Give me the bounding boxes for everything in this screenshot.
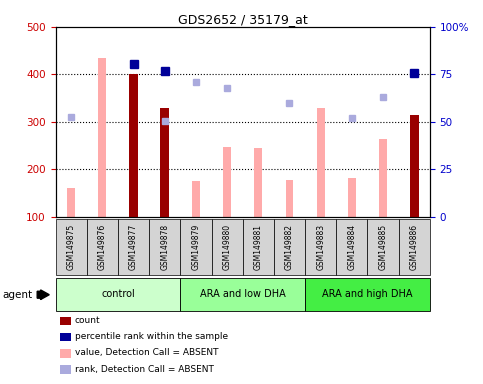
Bar <box>305 219 336 275</box>
Bar <box>348 178 356 217</box>
Bar <box>242 219 274 275</box>
Bar <box>56 278 180 311</box>
Text: GSM149876: GSM149876 <box>98 223 107 270</box>
Bar <box>160 108 170 217</box>
Text: GSM149875: GSM149875 <box>67 223 76 270</box>
Bar <box>129 74 138 217</box>
Text: GSM149879: GSM149879 <box>191 223 200 270</box>
Bar <box>180 278 305 311</box>
Text: count: count <box>75 316 100 325</box>
Text: GSM149882: GSM149882 <box>285 224 294 270</box>
Bar <box>192 181 200 217</box>
Text: GSM149883: GSM149883 <box>316 223 325 270</box>
Text: ARA and low DHA: ARA and low DHA <box>200 289 285 299</box>
Bar <box>305 278 430 311</box>
Bar <box>149 219 180 275</box>
Bar <box>317 108 325 217</box>
Bar <box>274 219 305 275</box>
Bar <box>398 219 430 275</box>
Bar <box>285 180 293 217</box>
Text: percentile rank within the sample: percentile rank within the sample <box>75 332 228 341</box>
Text: GSM149877: GSM149877 <box>129 223 138 270</box>
Bar <box>118 219 149 275</box>
Bar <box>368 219 398 275</box>
Text: rank, Detection Call = ABSENT: rank, Detection Call = ABSENT <box>75 364 214 374</box>
Title: GDS2652 / 35179_at: GDS2652 / 35179_at <box>178 13 308 26</box>
Bar <box>336 219 368 275</box>
Bar <box>67 189 75 217</box>
Text: GSM149878: GSM149878 <box>160 223 169 270</box>
Bar <box>223 147 231 217</box>
Bar <box>56 219 87 275</box>
Text: control: control <box>101 289 135 299</box>
Text: ARA and high DHA: ARA and high DHA <box>322 289 413 299</box>
Text: agent: agent <box>2 290 32 300</box>
Bar <box>212 219 242 275</box>
Bar <box>99 58 106 217</box>
Bar <box>87 219 118 275</box>
Text: GSM149880: GSM149880 <box>223 223 232 270</box>
Text: GSM149885: GSM149885 <box>379 223 387 270</box>
Bar <box>379 139 387 217</box>
Text: GSM149886: GSM149886 <box>410 223 419 270</box>
Text: value, Detection Call = ABSENT: value, Detection Call = ABSENT <box>75 348 218 358</box>
Bar <box>180 219 212 275</box>
Bar <box>410 115 419 217</box>
Bar <box>255 148 262 217</box>
Text: GSM149884: GSM149884 <box>347 223 356 270</box>
Text: GSM149881: GSM149881 <box>254 224 263 270</box>
